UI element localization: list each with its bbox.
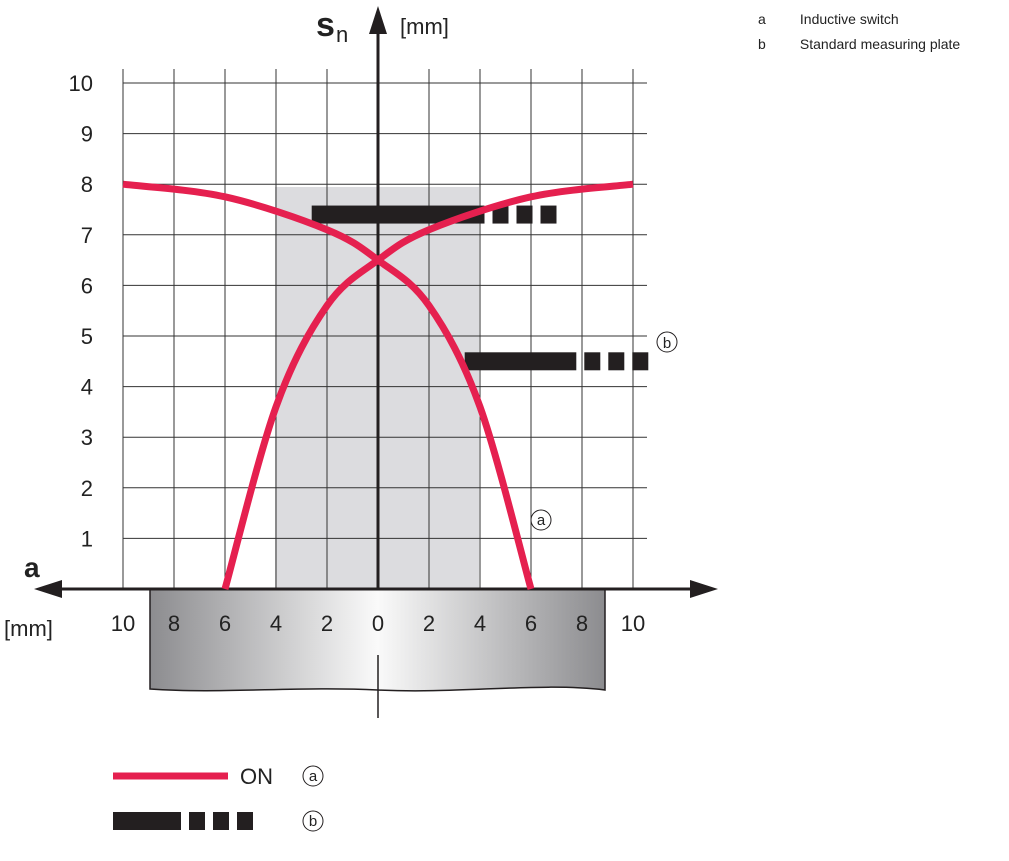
y-axis-symbol: s	[316, 6, 335, 44]
y-tick-label: 6	[81, 273, 93, 298]
x-tick-label: 6	[219, 611, 231, 636]
svg-text:a: a	[309, 768, 318, 785]
x-axis-arrow-right	[690, 580, 718, 598]
x-tick-label: 10	[111, 611, 135, 636]
switching-curve	[122, 180, 535, 590]
plate-dash	[584, 352, 601, 371]
plate-dash	[608, 352, 625, 371]
key-item-b: b Standard measuring plate	[758, 36, 960, 52]
legend-plate-dash-2	[213, 812, 229, 830]
svg-text:a: a	[537, 512, 546, 529]
y-tick-label: 1	[81, 526, 93, 551]
y-tick-label: 2	[81, 476, 93, 501]
x-tick-label: 4	[270, 611, 282, 636]
y-axis-subscript: n	[336, 22, 348, 47]
x-tick-label: 2	[423, 611, 435, 636]
legend-marker-b: b	[302, 810, 324, 832]
x-tick-label: 10	[621, 611, 645, 636]
y-axis-arrow	[369, 6, 387, 34]
marker-a: a	[530, 509, 552, 531]
key-item-a: a Inductive switch	[758, 11, 899, 27]
y-tick-label: 10	[69, 71, 93, 96]
y-tick-label: 5	[81, 324, 93, 349]
switching-curves	[122, 180, 634, 590]
y-tick-label: 8	[81, 172, 93, 197]
key-letter-b: b	[758, 36, 766, 52]
y-axis-unit: [mm]	[400, 14, 449, 39]
y-tick-label: 7	[81, 223, 93, 248]
x-tick-label: 8	[168, 611, 180, 636]
y-tick-label: 4	[81, 375, 93, 400]
marker-b: b	[656, 331, 678, 353]
plate-bar	[464, 352, 577, 371]
x-axis-arrow-left	[34, 580, 62, 598]
switching-curve	[221, 180, 634, 590]
x-tick-label: 4	[474, 611, 486, 636]
svg-text:b: b	[309, 813, 317, 830]
svg-text:b: b	[663, 335, 671, 352]
y-tick-label: 9	[81, 122, 93, 147]
plate-bar	[311, 205, 485, 224]
x-tick-label: 6	[525, 611, 537, 636]
x-tick-label: 0	[372, 611, 384, 636]
bottom-legend: ON a b	[113, 764, 324, 832]
key-text-b: Standard measuring plate	[799, 36, 961, 52]
x-tick-label: 2	[321, 611, 333, 636]
plate-dash	[632, 352, 649, 371]
plate-dash	[516, 205, 533, 224]
x-axis-symbol: a	[24, 552, 40, 583]
key-letter-a: a	[758, 11, 766, 27]
plate-dash	[540, 205, 557, 224]
legend-marker-a: a	[302, 765, 324, 787]
x-tick-label: 8	[576, 611, 588, 636]
measuring-plates	[311, 205, 649, 371]
y-tick-label: 3	[81, 425, 93, 450]
x-axis-unit: [mm]	[4, 616, 53, 641]
legend-plate-solid	[113, 812, 181, 830]
legend-on-label: ON	[240, 764, 273, 789]
key-text-a: Inductive switch	[799, 11, 899, 27]
legend-plate-dash-3	[237, 812, 253, 830]
legend-plate-dash-1	[189, 812, 205, 830]
plate-dash	[492, 205, 509, 224]
axes	[34, 6, 718, 598]
